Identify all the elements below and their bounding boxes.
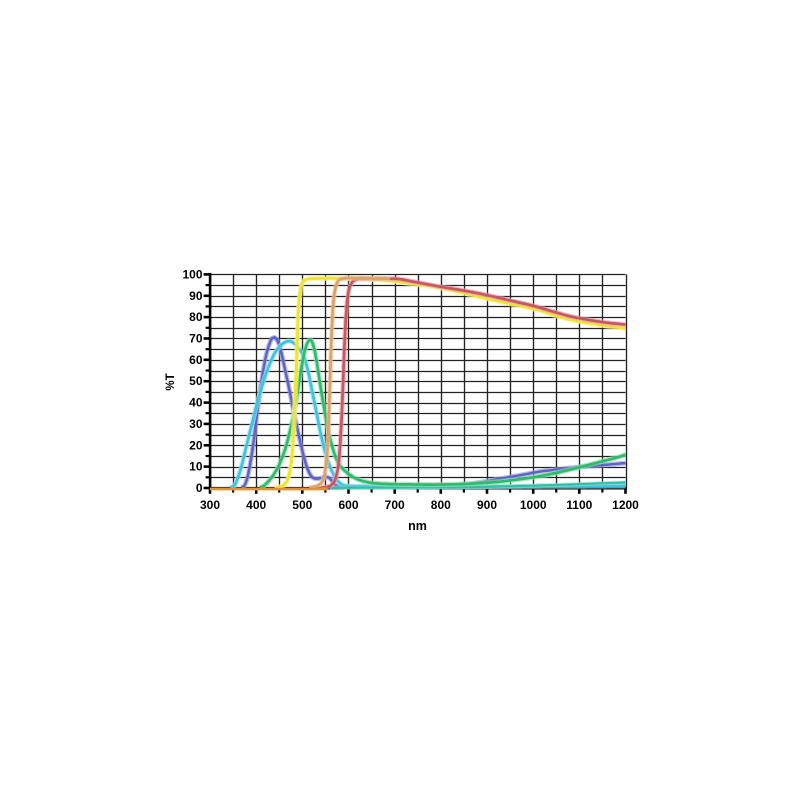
svg-text:600: 600 bbox=[338, 498, 358, 512]
svg-text:50: 50 bbox=[189, 374, 203, 388]
svg-text:60: 60 bbox=[189, 353, 203, 367]
svg-text:0: 0 bbox=[196, 481, 203, 495]
svg-text:10: 10 bbox=[189, 460, 203, 474]
svg-text:800: 800 bbox=[431, 498, 451, 512]
svg-text:700: 700 bbox=[385, 498, 405, 512]
svg-text:90: 90 bbox=[189, 289, 203, 303]
svg-text:1200: 1200 bbox=[612, 498, 639, 512]
svg-text:1100: 1100 bbox=[566, 498, 592, 512]
svg-text:40: 40 bbox=[189, 396, 203, 410]
svg-text:20: 20 bbox=[189, 438, 203, 452]
svg-text:nm: nm bbox=[408, 519, 427, 533]
svg-text:70: 70 bbox=[189, 332, 203, 346]
svg-text:30: 30 bbox=[189, 417, 203, 431]
svg-text:500: 500 bbox=[292, 498, 312, 512]
svg-text:1000: 1000 bbox=[520, 498, 547, 512]
svg-text:300: 300 bbox=[200, 498, 220, 512]
svg-text:900: 900 bbox=[477, 498, 497, 512]
svg-text:%T: %T bbox=[165, 373, 177, 390]
svg-text:400: 400 bbox=[246, 498, 266, 512]
svg-text:80: 80 bbox=[189, 310, 203, 324]
svg-text:100: 100 bbox=[182, 267, 202, 281]
